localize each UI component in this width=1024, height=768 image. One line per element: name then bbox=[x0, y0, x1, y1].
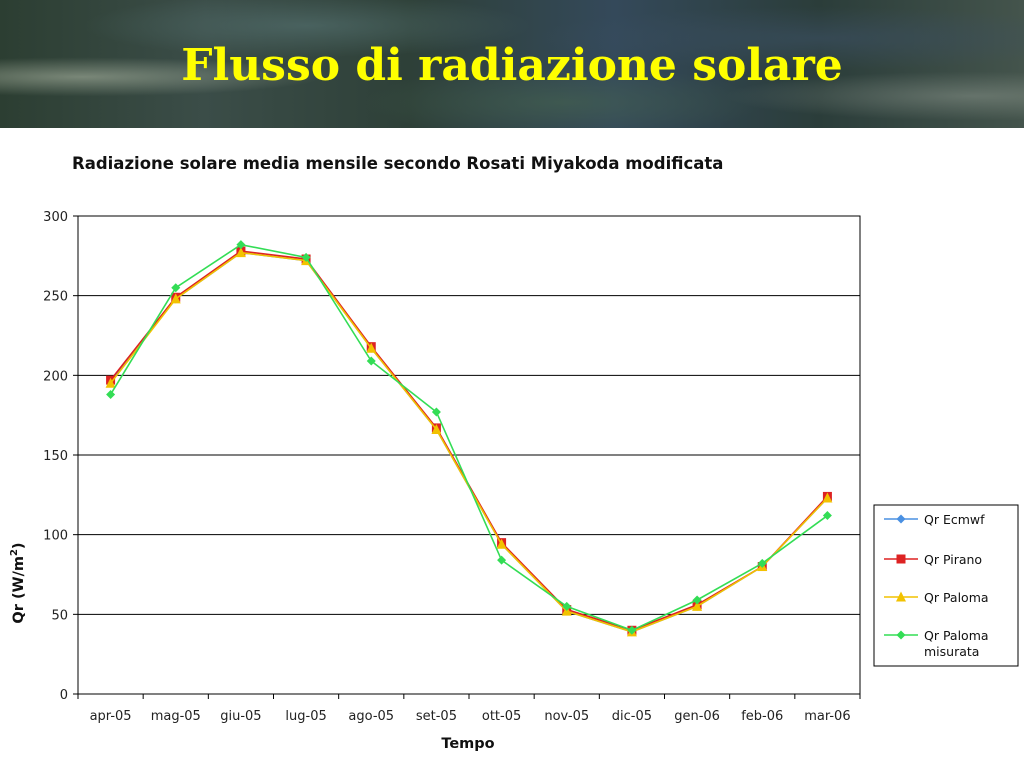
y-tick-label: 100 bbox=[43, 529, 68, 544]
plot-area: 0 50 100 150 200 250 300 apr-05 mag-05 giu-05 lug-… bbox=[43, 210, 861, 724]
data-point bbox=[236, 240, 246, 250]
legend-marker bbox=[896, 591, 906, 602]
data-point bbox=[822, 492, 833, 503]
y-tick-label: 250 bbox=[43, 290, 68, 305]
x-tick-label: giu-05 bbox=[220, 709, 261, 724]
legend-label-line: Qr Ecmwf bbox=[924, 512, 985, 527]
data-point bbox=[170, 293, 181, 304]
chart: Radiazione solare media mensile secondo … bbox=[9, 154, 1019, 752]
data-point bbox=[366, 342, 377, 353]
legend-label-line: Qr Paloma bbox=[924, 628, 989, 643]
y-axis-label-suffix: ) bbox=[11, 542, 27, 549]
x-tick-label: mag-05 bbox=[151, 709, 201, 724]
y-axis-label-sup: 2 bbox=[9, 549, 20, 556]
y-tick-label: 50 bbox=[51, 608, 68, 623]
legend-item: Qr Pirano bbox=[884, 552, 982, 567]
legend-item: Qr Paloma bbox=[884, 590, 989, 605]
y-tick-label: 150 bbox=[43, 449, 68, 464]
data-point bbox=[235, 247, 246, 258]
y-axis-label-main: Qr (W/m bbox=[11, 556, 27, 624]
data-point bbox=[562, 601, 572, 611]
data-point bbox=[431, 424, 442, 435]
data-point bbox=[105, 377, 116, 388]
data-point bbox=[627, 625, 637, 635]
data-point bbox=[431, 407, 441, 417]
data-point bbox=[301, 252, 311, 262]
x-tick-label: mar-06 bbox=[804, 709, 850, 724]
data-point bbox=[366, 356, 376, 366]
legend-marker bbox=[896, 514, 906, 524]
legend-label-line: misurata bbox=[924, 644, 979, 659]
y-axis-label: Qr (W/m2) bbox=[9, 542, 27, 623]
x-tick-label: ott-05 bbox=[482, 709, 521, 724]
legend-label: Qr Paloma misurata bbox=[924, 628, 989, 659]
x-tick-label: lug-05 bbox=[285, 709, 326, 724]
legend-box bbox=[873, 504, 1019, 667]
x-tick-label: apr-05 bbox=[90, 709, 132, 724]
header-banner: Flusso di radiazione solare bbox=[0, 0, 1024, 128]
data-point bbox=[757, 558, 767, 568]
data-point bbox=[496, 538, 507, 549]
series-line bbox=[109, 243, 828, 632]
data-point bbox=[497, 555, 507, 565]
chart-title: Radiazione solare media mensile secondo … bbox=[72, 154, 723, 173]
y-tick-label: 300 bbox=[43, 210, 68, 225]
legend-item: Qr Ecmwf bbox=[884, 512, 985, 527]
x-tick-label: ago-05 bbox=[348, 709, 394, 724]
y-tick-label: 200 bbox=[43, 369, 68, 384]
series-4 bbox=[106, 240, 832, 635]
data-point bbox=[692, 600, 703, 611]
y-tick-label: 0 bbox=[60, 688, 68, 703]
x-tick-label: nov-05 bbox=[544, 709, 589, 724]
x-tick-label: gen-06 bbox=[674, 709, 720, 724]
legend-label: Qr Paloma bbox=[924, 590, 989, 605]
data-point bbox=[106, 389, 116, 399]
legend-label: Qr Pirano bbox=[924, 552, 982, 567]
legend-label-line: Qr Paloma bbox=[924, 590, 989, 605]
x-tick-label: feb-06 bbox=[741, 709, 783, 724]
legend-label: Qr Ecmwf bbox=[924, 512, 985, 527]
legend-item: Qr Paloma misurata bbox=[884, 628, 989, 659]
legend-marker bbox=[896, 630, 906, 640]
x-tick-label: set-05 bbox=[416, 709, 457, 724]
legend-marker bbox=[896, 554, 906, 564]
data-point bbox=[171, 283, 181, 293]
slide-title: Flusso di radiazione solare bbox=[181, 40, 843, 91]
x-axis-label: Tempo bbox=[441, 736, 494, 752]
x-tick-label: dic-05 bbox=[612, 709, 652, 724]
data-point bbox=[692, 595, 702, 605]
legend-label-line: Qr Pirano bbox=[924, 552, 982, 567]
